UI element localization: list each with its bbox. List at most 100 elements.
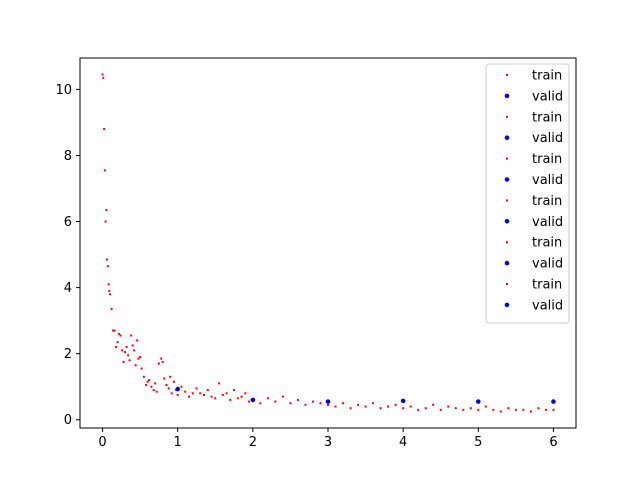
y-axis-ticks: 0 2 4 6 8 10 bbox=[55, 83, 80, 428]
train-point bbox=[167, 387, 170, 390]
train-point bbox=[154, 382, 157, 385]
train-point bbox=[233, 389, 236, 392]
train-point bbox=[319, 402, 322, 405]
train-point bbox=[469, 407, 472, 410]
train-point bbox=[136, 339, 139, 342]
train-point bbox=[432, 403, 435, 406]
train-point bbox=[492, 408, 495, 411]
train-point bbox=[176, 393, 179, 396]
train-point bbox=[417, 408, 420, 411]
train-point bbox=[424, 407, 427, 410]
y-tick-label: 6 bbox=[64, 215, 72, 230]
train-point bbox=[128, 359, 131, 362]
train-point bbox=[112, 329, 115, 332]
legend-label: valid bbox=[532, 131, 563, 146]
valid-point bbox=[175, 386, 180, 392]
train-point bbox=[142, 375, 145, 378]
legend-marker-train bbox=[506, 157, 508, 160]
train-point bbox=[439, 408, 442, 411]
train-point bbox=[133, 349, 136, 352]
train-point bbox=[484, 405, 487, 408]
legend-label: train bbox=[532, 236, 562, 251]
train-point bbox=[187, 395, 190, 398]
train-point bbox=[507, 407, 510, 410]
x-tick-label: 6 bbox=[549, 435, 557, 450]
valid-point bbox=[400, 398, 406, 404]
train-point bbox=[214, 397, 217, 400]
train-point bbox=[199, 392, 202, 395]
train-point bbox=[289, 402, 292, 405]
train-point bbox=[121, 349, 124, 352]
train-point bbox=[195, 387, 198, 390]
legend-marker-valid bbox=[504, 260, 510, 266]
train-point bbox=[115, 346, 118, 349]
train-point bbox=[102, 76, 105, 79]
x-tick-label: 2 bbox=[249, 435, 257, 450]
train-point bbox=[225, 392, 228, 395]
train-point bbox=[274, 400, 277, 403]
valid-point bbox=[551, 399, 556, 404]
train-point bbox=[311, 400, 314, 403]
train-point bbox=[146, 380, 149, 383]
legend-marker-valid bbox=[504, 135, 510, 140]
train-point bbox=[544, 408, 547, 411]
train-point bbox=[248, 400, 251, 403]
legend-label: valid bbox=[532, 215, 563, 230]
legend-marker-train bbox=[506, 283, 508, 285]
legend-label: valid bbox=[532, 257, 563, 272]
train-point bbox=[140, 367, 143, 370]
valid-point bbox=[325, 399, 331, 404]
train-point bbox=[152, 389, 155, 392]
legend-label: valid bbox=[532, 89, 563, 104]
legend-label: valid bbox=[532, 298, 563, 313]
train-point bbox=[236, 397, 239, 400]
train-point bbox=[240, 395, 243, 398]
train-point bbox=[218, 382, 221, 385]
train-point bbox=[157, 362, 160, 365]
train-point bbox=[259, 402, 262, 405]
train-point bbox=[134, 364, 137, 367]
train-point bbox=[184, 390, 187, 393]
train-point bbox=[229, 398, 232, 401]
train-point bbox=[206, 389, 209, 392]
y-tick-label: 2 bbox=[64, 347, 72, 362]
legend-marker-valid bbox=[504, 302, 510, 308]
train-point bbox=[139, 355, 142, 358]
train-point bbox=[402, 407, 405, 410]
train-point bbox=[334, 405, 337, 408]
legend-marker-train bbox=[506, 199, 508, 202]
train-point bbox=[221, 393, 224, 396]
train-point bbox=[145, 384, 148, 387]
legend-marker-valid bbox=[504, 93, 510, 99]
train-point bbox=[104, 220, 107, 223]
train-point bbox=[203, 393, 205, 396]
train-point bbox=[537, 407, 540, 410]
x-tick-label: 5 bbox=[474, 435, 482, 450]
train-point bbox=[163, 377, 166, 380]
train-point bbox=[447, 405, 450, 408]
train-point bbox=[137, 357, 140, 360]
train-point bbox=[122, 360, 125, 363]
x-tick-label: 0 bbox=[98, 435, 106, 450]
train-point bbox=[105, 208, 108, 211]
train-point bbox=[150, 385, 153, 388]
train-point bbox=[281, 395, 284, 398]
train-point bbox=[116, 341, 119, 344]
train-point bbox=[106, 265, 109, 268]
legend-marker-train bbox=[506, 115, 508, 118]
y-tick-label: 4 bbox=[64, 281, 72, 296]
legend-marker-valid bbox=[504, 219, 510, 224]
train-point bbox=[161, 360, 164, 363]
train-point bbox=[127, 354, 130, 357]
legend-label: train bbox=[532, 152, 562, 167]
data-points-layer bbox=[101, 73, 556, 413]
train-point bbox=[372, 402, 375, 405]
legend-box bbox=[485, 63, 570, 324]
train-point bbox=[125, 346, 128, 349]
legend-label: train bbox=[532, 110, 562, 125]
train-point bbox=[108, 289, 111, 292]
train-point bbox=[124, 351, 127, 354]
train-point bbox=[107, 283, 110, 286]
train-point bbox=[529, 410, 532, 413]
